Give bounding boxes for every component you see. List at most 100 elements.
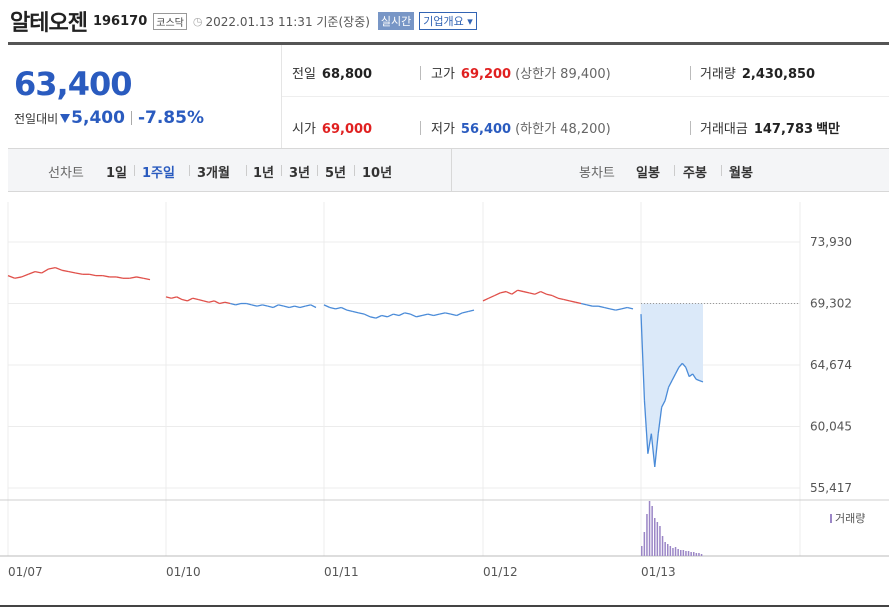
tab-1day[interactable]: 1일 [106, 166, 128, 181]
price-segment [251, 304, 258, 307]
tab-weekly-candle[interactable]: 주봉 [683, 166, 707, 181]
volume-bar [656, 522, 659, 556]
price-segment [654, 433, 659, 468]
x-tick-label: 01/11 [324, 565, 359, 579]
change-row: 전일대비 5,400 -7.85% [14, 108, 204, 128]
price-segment [203, 300, 210, 303]
price-segment [647, 433, 652, 454]
stock-code: 196170 [92, 13, 148, 29]
company-overview-dropdown[interactable]: 기업개요 ▾ [419, 12, 477, 30]
volume-bar [690, 552, 692, 556]
info-divider [420, 121, 421, 135]
price-segment [165, 296, 172, 299]
price-segment [604, 306, 611, 310]
price-segment [230, 302, 236, 306]
price-segment [55, 267, 63, 271]
open-price: 시가 69,000 [292, 118, 372, 137]
price-segment [181, 298, 188, 302]
volume-bar [685, 551, 687, 556]
company-overview-label: 기업개요 [423, 15, 464, 28]
price-segment [246, 302, 252, 306]
price-segment [171, 296, 177, 299]
volume-bar [646, 514, 648, 556]
price-segment [235, 302, 242, 306]
amount-value: 147,783 [753, 122, 814, 137]
low-label: 저가 [431, 122, 455, 137]
price-segment [427, 313, 434, 317]
info-row-divider [282, 96, 889, 97]
tab-monthly-candle[interactable]: 월봉 [729, 166, 753, 181]
price-segment [213, 300, 220, 305]
price-segment [445, 312, 452, 315]
tab-daily-candle[interactable]: 일봉 [636, 166, 660, 181]
tab-5year[interactable]: 5년 [325, 166, 347, 181]
tab-3year[interactable]: 3년 [289, 166, 311, 181]
info-divider [690, 66, 691, 80]
volume-bar [677, 549, 679, 556]
price-segment [358, 312, 365, 315]
high-value: 69,200 [460, 67, 512, 82]
price-segment [692, 373, 697, 380]
volume-bars [641, 501, 703, 556]
volume-bar [661, 536, 664, 556]
price-segment [329, 306, 336, 310]
price-segment [563, 298, 570, 302]
price-segment [294, 305, 301, 309]
price-segment [667, 380, 673, 388]
lower-limit: (하한가 48,200) [515, 122, 611, 137]
tab-divider [317, 165, 318, 176]
price-segment [421, 313, 428, 317]
y-tick-label: 64,674 [810, 358, 852, 372]
price-segment [640, 314, 646, 401]
prev-close-label: 전일 [292, 67, 316, 82]
volume-bar [667, 544, 669, 556]
price-segment [678, 362, 683, 368]
tab-1year[interactable]: 1년 [253, 166, 275, 181]
price-segment [370, 316, 377, 319]
price-segment [569, 300, 576, 303]
current-price: 63,400 [14, 65, 132, 103]
price-segment [75, 272, 83, 275]
x-tick-label: 01/07 [8, 565, 43, 579]
volume-bar [680, 550, 682, 556]
volume-bar [641, 546, 643, 556]
x-tick-label: 01/10 [166, 565, 201, 579]
drop-area [641, 303, 703, 467]
price-segment [462, 310, 469, 314]
tab-3month[interactable]: 3개월 [197, 166, 230, 181]
y-tick-label: 55,417 [810, 481, 852, 495]
price-segment [494, 292, 501, 297]
price-segment [439, 312, 446, 315]
price-segment [21, 273, 29, 278]
volume-bar [664, 542, 666, 556]
price-segment [323, 304, 331, 309]
price-segment [256, 304, 263, 307]
info-divider [690, 121, 691, 135]
price-segment [352, 310, 359, 314]
tab-divider [246, 165, 247, 176]
price-segment [278, 304, 285, 307]
y-tick-label: 60,045 [810, 420, 852, 434]
price-segment [551, 294, 559, 299]
price-segment [517, 289, 524, 293]
price-chart: 73,930 69,302 64,674 60,045 55,417 01/07 01/1… [0, 202, 889, 607]
price-segment [688, 373, 694, 378]
chevron-down-icon: ▾ [467, 15, 473, 28]
x-tick-labels: 01/07 01/10 01/11 01/12 01/13 [8, 565, 676, 579]
price-segment [61, 269, 69, 273]
tab-1week[interactable]: 1주일 [142, 166, 175, 181]
price-segment [116, 276, 124, 279]
price-segment [529, 292, 536, 295]
realtime-button[interactable]: 실시간 [377, 12, 415, 30]
tab-10year[interactable]: 10년 [362, 166, 393, 181]
price-segment [450, 313, 457, 317]
price-segment [650, 433, 656, 468]
volume-bar [669, 546, 672, 556]
price-segment [580, 302, 587, 306]
price-segment [674, 367, 680, 375]
tab-divider [674, 165, 675, 176]
price-segment [615, 308, 622, 311]
price-segment [387, 313, 394, 318]
volume-bar [695, 553, 698, 556]
price-segment [192, 297, 199, 301]
